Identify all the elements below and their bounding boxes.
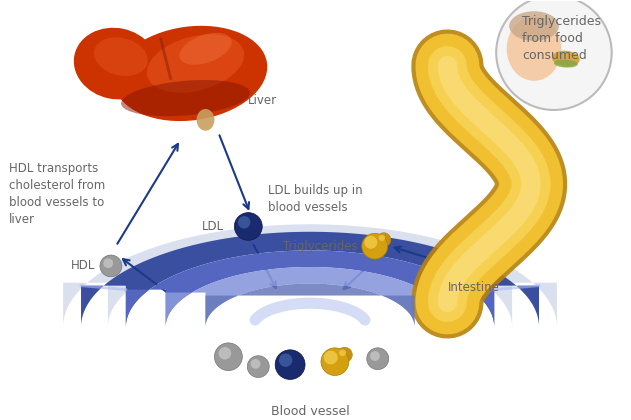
Ellipse shape — [196, 109, 215, 131]
Circle shape — [339, 349, 346, 356]
Circle shape — [279, 354, 292, 367]
Text: HDL transports
cholesterol from
blood vessels to
liver: HDL transports cholesterol from blood ve… — [9, 162, 105, 226]
Polygon shape — [63, 224, 557, 327]
Ellipse shape — [114, 26, 268, 121]
Text: Triglycerides
from food
consumed: Triglycerides from food consumed — [522, 16, 601, 63]
Text: LDL: LDL — [203, 220, 225, 233]
Polygon shape — [126, 250, 494, 327]
Text: HDL: HDL — [71, 260, 95, 273]
Circle shape — [362, 234, 387, 259]
Polygon shape — [166, 267, 454, 327]
Circle shape — [275, 350, 305, 379]
Circle shape — [218, 347, 231, 360]
Ellipse shape — [94, 37, 148, 76]
Polygon shape — [206, 284, 415, 327]
Circle shape — [337, 347, 352, 362]
Text: Triglycerides: Triglycerides — [283, 240, 358, 253]
Ellipse shape — [554, 60, 578, 68]
Ellipse shape — [74, 28, 158, 100]
Ellipse shape — [507, 17, 562, 81]
Circle shape — [364, 236, 377, 249]
Circle shape — [379, 235, 385, 241]
Text: LDL builds up in
blood vessels: LDL builds up in blood vessels — [268, 184, 363, 214]
Circle shape — [251, 359, 261, 369]
Circle shape — [247, 356, 269, 378]
Circle shape — [377, 233, 391, 247]
Ellipse shape — [179, 33, 232, 65]
Ellipse shape — [147, 34, 244, 93]
Ellipse shape — [121, 80, 250, 116]
Circle shape — [370, 351, 380, 361]
Polygon shape — [81, 232, 539, 327]
Circle shape — [100, 255, 122, 277]
Text: Intestine: Intestine — [447, 281, 499, 294]
Circle shape — [238, 216, 251, 228]
Circle shape — [496, 0, 611, 110]
Circle shape — [367, 348, 389, 370]
Ellipse shape — [509, 11, 559, 41]
Circle shape — [321, 348, 349, 375]
Text: Liver: Liver — [248, 94, 278, 107]
Ellipse shape — [552, 51, 580, 67]
Circle shape — [103, 258, 113, 268]
Circle shape — [234, 213, 262, 240]
Circle shape — [215, 343, 242, 370]
Circle shape — [324, 351, 338, 365]
Text: Blood vessel: Blood vessel — [271, 404, 350, 417]
